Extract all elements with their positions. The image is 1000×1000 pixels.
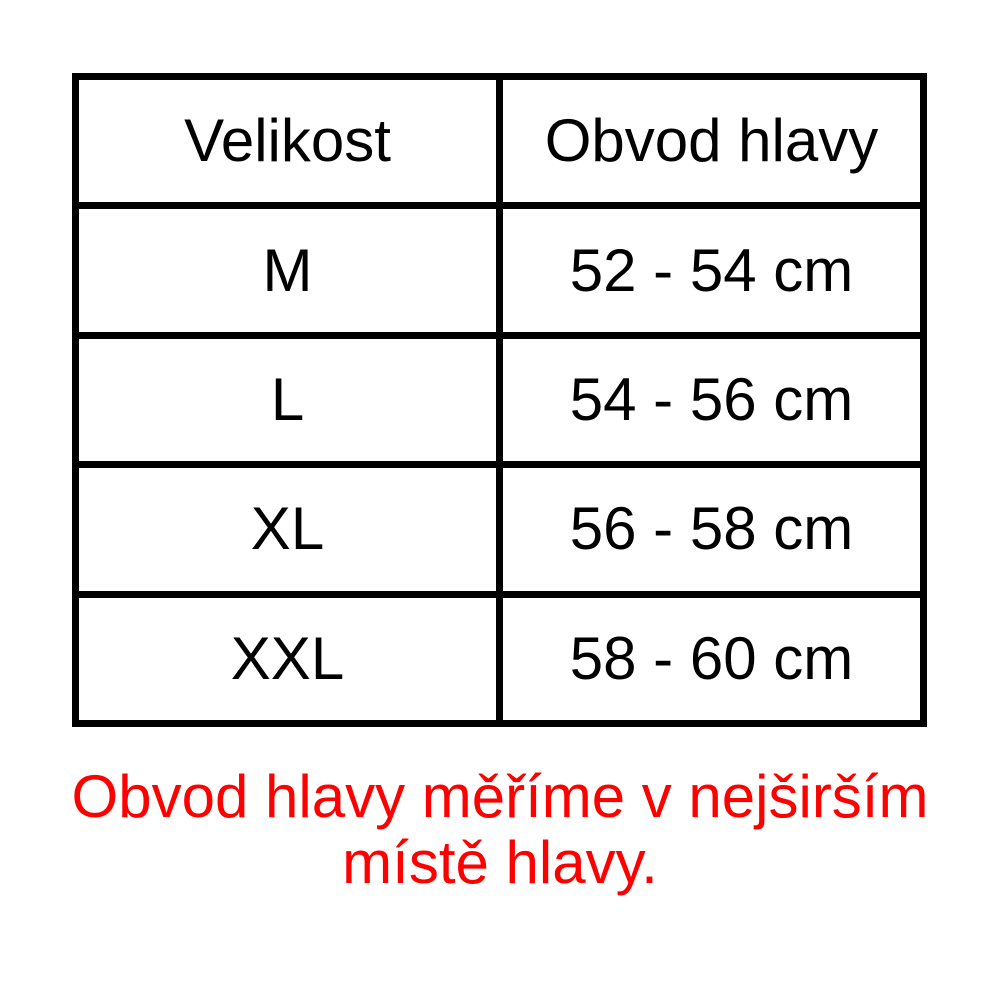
table-cell-circumference: 52 - 54 cm xyxy=(503,209,920,332)
table-header-size: Velikost xyxy=(79,80,496,203)
table-cell-size: L xyxy=(79,338,496,462)
size-table: Velikost Obvod hlavy M 52 - 54 cm L 54 -… xyxy=(72,73,927,727)
table-cell-circumference: 58 - 60 cm xyxy=(503,597,920,720)
table-cell-circumference: 54 - 56 cm xyxy=(503,338,920,462)
measurement-note-line-1: Obvod hlavy měříme v nejširším xyxy=(71,763,929,830)
table-cell-size: M xyxy=(79,209,496,332)
measurement-note: Obvod hlavy měříme v nejširším místě hla… xyxy=(0,764,1000,896)
table-cell-size: XXL xyxy=(79,597,496,720)
table-header-circumference: Obvod hlavy xyxy=(503,80,920,203)
table-cell-size: XL xyxy=(79,468,496,591)
measurement-note-line-2: místě hlavy. xyxy=(342,829,658,896)
table-cell-circumference: 56 - 58 cm xyxy=(503,468,920,591)
